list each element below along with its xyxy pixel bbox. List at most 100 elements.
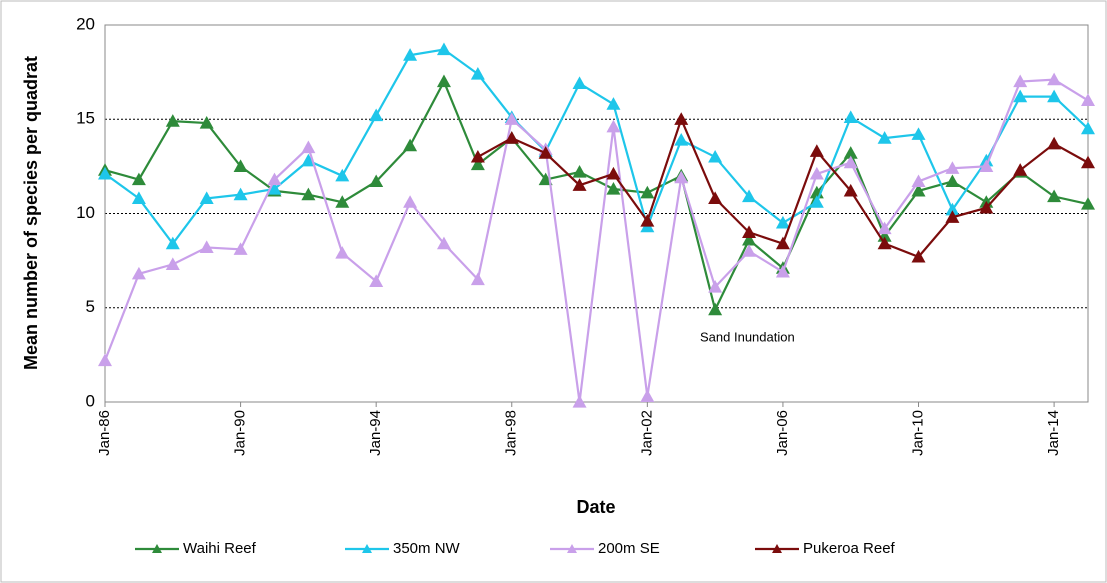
point-marker [843,183,858,197]
legend-item: 350m NW [345,540,461,557]
point-marker [877,131,892,144]
point-marker [979,159,994,172]
point-marker [369,274,384,287]
point-marker [335,168,350,182]
point-marker [436,42,451,56]
point-marker [945,202,960,216]
point-marker [945,210,960,223]
point-marker [911,127,926,140]
legend-label: Pukeroa Reef [803,540,896,557]
point-marker [572,76,587,90]
point-marker [742,244,757,257]
point-marker [301,153,316,167]
point-marker [1047,189,1062,203]
point-marker [572,165,587,178]
point-marker [809,166,824,180]
point-marker [708,149,723,163]
point-marker [470,272,485,286]
point-marker [335,195,350,208]
point-marker [775,215,790,229]
point-marker [470,67,485,80]
point-marker [1081,197,1095,210]
x-tick-label: Jan-10 [909,410,926,456]
legend-label: 200m SE [598,540,660,557]
point-marker [199,116,214,129]
y-axis-title: Mean number of species per quadrat [21,56,41,370]
x-tick-label: Jan-90 [232,410,249,456]
point-marker [131,191,146,205]
point-marker [911,174,926,188]
point-marker [640,389,655,402]
point-marker [708,280,723,293]
point-marker [979,200,994,214]
x-tick-label: Jan-14 [1045,410,1062,456]
point-marker [843,155,858,169]
point-marker [843,110,858,123]
point-marker [233,159,248,172]
legend-item: 200m SE [550,540,660,557]
legend-marker [152,544,162,553]
point-marker [403,195,418,208]
x-tick-label: Jan-06 [774,410,791,456]
point-marker [606,181,621,195]
x-tick-label: Jan-98 [503,410,520,456]
point-marker [742,232,757,246]
point-marker [1047,89,1062,103]
point-marker [165,114,180,127]
point-marker [233,187,248,201]
point-marker [403,138,418,152]
point-marker [267,181,282,195]
y-tick-label: 0 [86,391,95,410]
point-marker [674,170,689,184]
point-marker [301,187,316,201]
point-marker [335,246,350,259]
point-marker [708,302,723,316]
legend-label: 350m NW [393,540,461,557]
point-marker [1047,72,1062,86]
legend-marker [772,544,782,553]
x-tick-label: Jan-86 [96,410,113,456]
point-marker [606,166,621,180]
point-marker [640,185,655,199]
point-marker [98,353,112,367]
point-marker [504,131,519,144]
point-marker [742,189,757,203]
point-marker [199,191,214,205]
point-marker [911,183,926,197]
point-marker [606,97,621,110]
legend-label: Waihi Reef [183,540,257,557]
point-marker [199,240,214,254]
point-marker [674,112,689,125]
point-marker [775,264,790,278]
point-marker [403,48,418,61]
point-marker [1081,93,1095,106]
point-marker [369,108,384,122]
point-marker [877,236,892,250]
point-marker [674,132,689,146]
annotation: Sand Inundation [700,329,795,344]
point-marker [640,214,655,227]
point-marker [572,178,587,191]
legend-marker [567,544,577,553]
legend-item: Pukeroa Reef [755,540,896,557]
point-marker [1081,121,1095,135]
point-marker [945,174,960,188]
y-tick-label: 15 [76,109,95,128]
point-marker [131,172,146,186]
point-marker [233,242,248,255]
y-tick-label: 20 [76,14,95,33]
point-marker [775,236,790,250]
point-marker [809,144,824,157]
point-marker [606,119,621,133]
point-marker [1047,136,1062,150]
point-marker [538,146,553,159]
point-marker [1081,155,1095,169]
point-marker [131,266,146,280]
point-marker [369,174,384,188]
point-marker [165,236,180,250]
point-marker [436,236,451,250]
x-tick-label: Jan-94 [367,410,384,456]
y-tick-label: 10 [76,203,95,222]
x-tick-label: Jan-02 [638,410,655,456]
